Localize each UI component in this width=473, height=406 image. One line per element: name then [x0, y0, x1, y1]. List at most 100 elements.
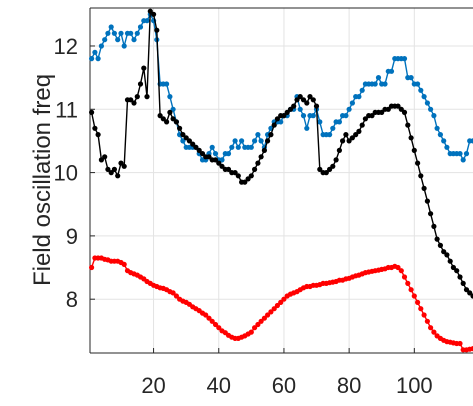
- data-point: [225, 166, 232, 172]
- data-point: [405, 122, 411, 128]
- data-point: [343, 113, 349, 119]
- data-point: [359, 122, 365, 128]
- data-point: [450, 264, 456, 271]
- data-point: [271, 122, 277, 128]
- data-point: [255, 132, 261, 138]
- data-point: [278, 119, 284, 125]
- data-point: [206, 315, 212, 321]
- data-point: [212, 157, 219, 163]
- data-point: [274, 302, 280, 309]
- data-point: [265, 312, 271, 318]
- y-tick-label: 11: [55, 97, 78, 122]
- data-point: [431, 329, 437, 335]
- data-point: [258, 318, 264, 324]
- data-point: [405, 280, 411, 286]
- data-point: [281, 296, 287, 302]
- data-point: [108, 24, 114, 30]
- data-point: [310, 113, 316, 119]
- data-point: [102, 37, 108, 43]
- data-point: [128, 30, 134, 36]
- data-point: [297, 94, 303, 100]
- data-point: [248, 329, 254, 335]
- data-point: [235, 144, 241, 150]
- data-point: [424, 318, 430, 324]
- data-point: [470, 138, 473, 144]
- data-point: [167, 94, 173, 100]
- data-point: [137, 81, 144, 87]
- data-point: [421, 312, 427, 318]
- data-point: [418, 173, 424, 179]
- series-3: [89, 255, 473, 353]
- data-point: [460, 157, 466, 163]
- data-point: [128, 97, 134, 103]
- y-tick-label: 12: [54, 34, 78, 59]
- data-point: [323, 170, 329, 176]
- data-point: [470, 293, 473, 299]
- data-point: [408, 135, 414, 141]
- data-point: [336, 147, 342, 153]
- data-point: [401, 274, 408, 280]
- data-point: [467, 290, 473, 296]
- data-point: [105, 166, 111, 172]
- data-point: [349, 100, 355, 106]
- data-point: [428, 106, 434, 112]
- data-point: [415, 160, 421, 166]
- data-point: [271, 306, 277, 312]
- data-point: [431, 223, 437, 229]
- x-tick-label: 40: [207, 373, 231, 398]
- data-point: [131, 100, 137, 106]
- data-point: [353, 132, 359, 138]
- data-point: [111, 166, 117, 172]
- data-point: [372, 81, 378, 87]
- data-point: [359, 87, 365, 93]
- y-tick-label: 8: [66, 287, 78, 312]
- data-point: [121, 163, 127, 169]
- data-point: [470, 346, 473, 352]
- data-point: [346, 106, 352, 112]
- data-point: [248, 144, 254, 150]
- data-point: [333, 157, 339, 163]
- data-point: [356, 94, 362, 100]
- data-point: [144, 18, 150, 24]
- data-point: [151, 11, 157, 17]
- data-point: [327, 166, 333, 172]
- data-point: [441, 138, 447, 144]
- data-point: [437, 242, 443, 248]
- data-point: [160, 116, 166, 122]
- data-point: [248, 173, 254, 179]
- data-point: [108, 170, 114, 176]
- data-point: [463, 287, 470, 293]
- data-point: [415, 81, 421, 87]
- data-point: [134, 30, 140, 36]
- data-point: [268, 132, 274, 138]
- data-point: [336, 119, 342, 125]
- data-point: [239, 138, 245, 144]
- data-point: [310, 97, 316, 103]
- data-point: [411, 293, 417, 299]
- data-point: [261, 147, 267, 153]
- data-point: [287, 106, 294, 112]
- data-point: [95, 56, 101, 62]
- data-point: [219, 157, 225, 163]
- data-point: [216, 160, 222, 166]
- data-point: [300, 113, 307, 119]
- data-point: [255, 321, 261, 328]
- data-point: [193, 144, 199, 150]
- data-point: [304, 100, 310, 106]
- series-2: [89, 8, 473, 299]
- data-point: [379, 109, 385, 115]
- data-point: [441, 249, 447, 255]
- data-point: [307, 94, 313, 100]
- data-point: [349, 135, 355, 141]
- data-point: [398, 106, 404, 112]
- data-point: [340, 138, 346, 144]
- y-tick-label: 9: [66, 224, 78, 249]
- data-point: [330, 125, 336, 131]
- data-point: [134, 94, 140, 100]
- data-point: [199, 151, 206, 157]
- data-point: [219, 163, 225, 169]
- data-point: [147, 8, 153, 14]
- data-point: [284, 109, 290, 115]
- data-point: [395, 103, 401, 109]
